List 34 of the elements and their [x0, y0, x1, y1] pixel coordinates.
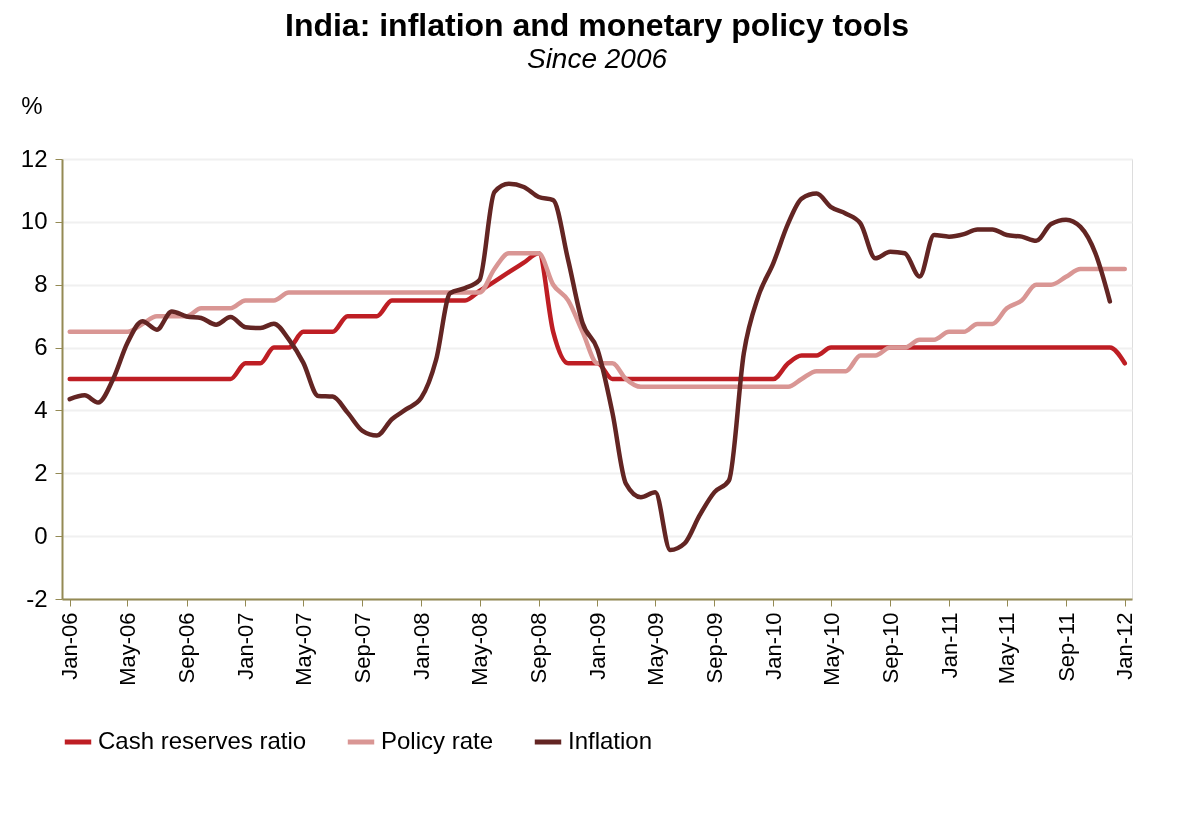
x-tick-label: Sep-10	[877, 612, 903, 684]
x-tick-label: Sep-08	[526, 612, 552, 684]
x-tick-label: Jan-10	[760, 612, 786, 680]
chart-title: India: inflation and monetary policy tools	[284, 7, 910, 43]
y-tick-label: 6	[34, 333, 48, 361]
x-tick-label: Sep-09	[702, 612, 727, 684]
line-series	[67, 181, 1113, 553]
legend-label: Cash reserves ratio	[98, 727, 307, 754]
y-tick-label: 0	[34, 521, 48, 549]
y-tick-label: 12	[20, 144, 48, 172]
y-tick-label: 8	[34, 270, 48, 298]
x-tick-label: Jan-11	[936, 612, 962, 679]
x-tick-label: May-10	[818, 612, 844, 686]
x-tick-label: May-06	[114, 612, 140, 686]
x-tick-label: Jan-09	[584, 612, 610, 680]
x-tick-label: May-07	[290, 612, 316, 686]
x-tick-label: Sep-11	[1053, 612, 1079, 682]
chart-subtitle: Since 2006	[526, 43, 668, 74]
x-tick-label: Jan-12	[1112, 612, 1138, 680]
x-tick-label: May-09	[642, 612, 668, 686]
x-tick-label: May-08	[467, 612, 492, 686]
y-tick-label: -2	[26, 584, 48, 612]
y-tick-label: 2	[34, 458, 48, 486]
x-tick-label: Sep-06	[174, 612, 200, 684]
x-tick-label: May-11	[994, 612, 1020, 685]
y-tick-label: 4	[34, 395, 48, 423]
x-tick-label: Sep-07	[349, 612, 375, 684]
y-axis-title: %	[21, 92, 43, 119]
legend-label: Inflation	[568, 727, 653, 754]
legend-label: Policy rate	[381, 727, 494, 754]
y-tick-label: 10	[20, 207, 48, 235]
x-tick-label: Jan-07	[232, 612, 258, 680]
x-tick-label: Jan-06	[57, 612, 83, 680]
x-tick-label: Jan-08	[408, 612, 434, 680]
